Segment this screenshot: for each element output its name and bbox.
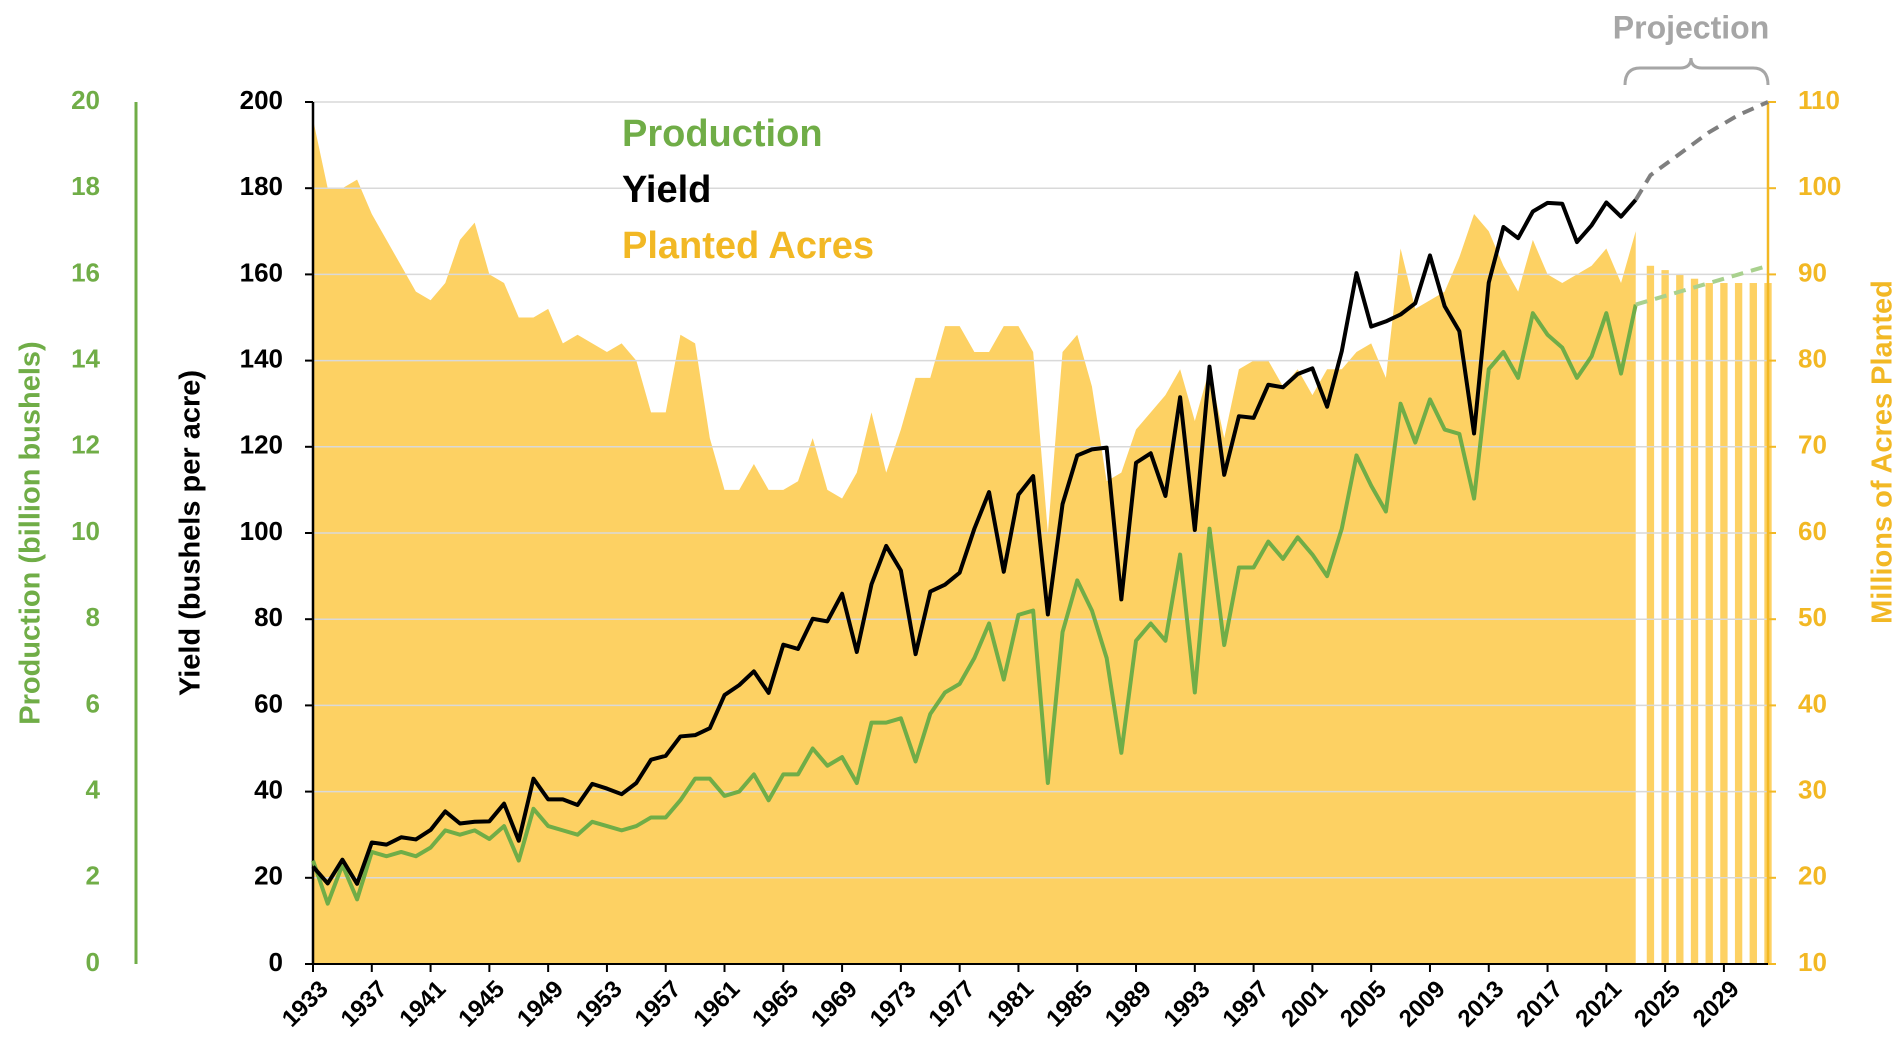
y-tick-label: 200: [240, 85, 283, 115]
y-tick-label: 100: [240, 516, 283, 546]
y2-axis-title: Millions of Acres Planted: [1867, 280, 1899, 624]
acres-projection-bar: [1734, 283, 1743, 964]
x-tick-label: 2005: [1335, 976, 1392, 1033]
y3-tick-label: 20: [71, 85, 100, 115]
y2-tick-label: 80: [1798, 343, 1827, 373]
y2-tick-label: 20: [1798, 861, 1827, 891]
y-axis-title: Yield (bushels per acre): [175, 370, 207, 696]
y2-tick-label: 30: [1798, 774, 1827, 804]
y3-tick-label: 10: [71, 516, 100, 546]
x-tick-label: 2021: [1570, 976, 1627, 1033]
x-tick-label: 1949: [512, 976, 569, 1033]
y3-tick-label: 0: [86, 947, 100, 977]
y-tick-label: 0: [269, 947, 283, 977]
x-tick-label: 1981: [982, 976, 1039, 1033]
x-tick-label: 1973: [865, 976, 922, 1033]
x-tick-label: 1937: [336, 976, 393, 1033]
acres-projection-bar: [1661, 270, 1669, 965]
line: [311, 304, 1638, 906]
y3-tick-label: 4: [86, 774, 101, 804]
acres-projection-bar: [1749, 283, 1757, 964]
legend-entry: Production: [622, 113, 823, 155]
y-tick-label: 140: [240, 343, 283, 373]
y3-tick-label: 8: [86, 602, 100, 632]
y3-tick-label: 12: [71, 430, 100, 460]
x-tick-label: 1945: [453, 976, 510, 1033]
y-tick-label: 180: [240, 171, 283, 201]
x-tick-label: 2029: [1688, 976, 1745, 1033]
x-tick-label: 2013: [1453, 976, 1510, 1033]
x-tick-label: 1953: [571, 976, 628, 1033]
x-tick-label: 1957: [630, 976, 687, 1033]
y3-axis-title: Production (billion bushels): [15, 341, 47, 724]
x-tick-label: 1977: [924, 976, 981, 1033]
acres-projection-bar: [1690, 278, 1699, 965]
acres-area: [313, 119, 1636, 965]
x-tick-label: 1961: [688, 976, 745, 1033]
x-tick-label: 2025: [1629, 976, 1686, 1033]
y-tick-label: 160: [240, 257, 283, 287]
y2-tick-label: 100: [1798, 171, 1841, 201]
x-tick-label: 1985: [1041, 976, 1098, 1033]
x-tick-label: 1997: [1217, 976, 1274, 1033]
y3-tick-label: 2: [86, 861, 100, 891]
projection-label: Projection: [1613, 9, 1769, 45]
y3-tick-label: 16: [71, 257, 100, 287]
line: [311, 198, 1638, 886]
x-tick-label: 1969: [806, 976, 863, 1033]
y-tick-label: 120: [240, 430, 283, 460]
legend-entry: Planted Acres: [622, 225, 874, 267]
y3-tick-label: 6: [86, 688, 100, 718]
x-tick-label: 2009: [1394, 976, 1451, 1033]
y-tick-label: 60: [254, 688, 283, 718]
y2-tick-label: 70: [1798, 430, 1827, 460]
y2-tick-label: 10: [1798, 947, 1827, 977]
y2-tick-label: 110: [1798, 85, 1840, 115]
line-projection: [1635, 263, 1769, 307]
acres-projection-bar: [1646, 265, 1655, 964]
x-tick-label: 1993: [1159, 976, 1216, 1033]
acres-projection-bar: [1720, 283, 1728, 964]
y2-tick-label: 40: [1798, 688, 1827, 718]
projection-bracket: [1623, 57, 1770, 86]
x-tick-label: 2001: [1276, 976, 1333, 1033]
y2-tick-label: 60: [1798, 516, 1827, 546]
y-tick-label: 40: [254, 774, 283, 804]
x-tick-label: 1989: [1100, 976, 1157, 1033]
y2-tick-label: 50: [1798, 602, 1827, 632]
y-tick-label: 80: [254, 602, 283, 632]
line-projection: [1634, 100, 1769, 201]
y3-tick-label: 18: [71, 171, 100, 201]
x-tick-label: 1933: [277, 976, 334, 1033]
acres-projection-bar: [1705, 283, 1713, 964]
x-tick-label: 1965: [747, 976, 804, 1033]
y2-tick-label: 90: [1798, 257, 1827, 287]
y-tick-label: 20: [254, 861, 283, 891]
x-tick-label: 1941: [394, 976, 451, 1033]
y3-tick-label: 14: [71, 343, 100, 373]
legend-entry: Yield: [622, 169, 711, 211]
x-tick-label: 2017: [1511, 976, 1568, 1033]
